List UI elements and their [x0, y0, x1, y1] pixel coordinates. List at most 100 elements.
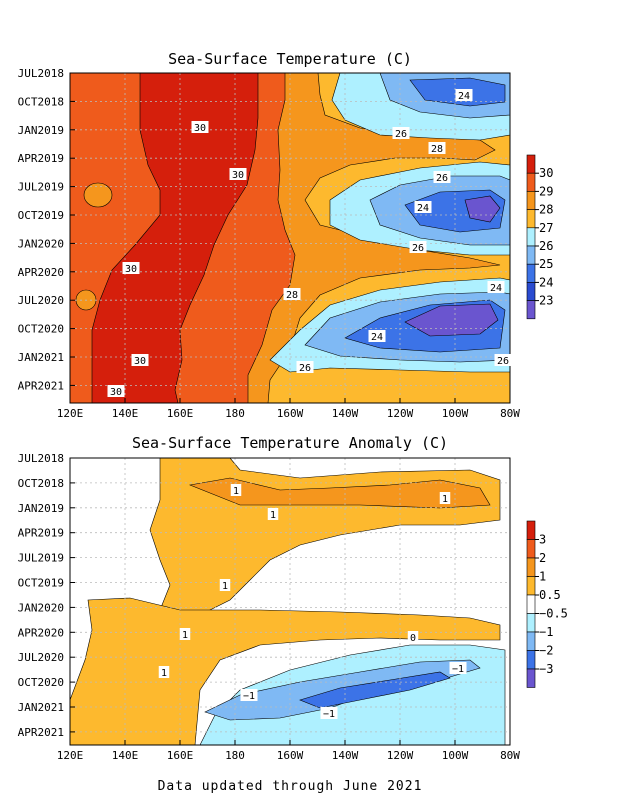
- anomaly-x-tick-label: 160W: [277, 749, 304, 762]
- sst-y-tick-label: JUL2019: [18, 181, 64, 194]
- anomaly-colorbar-swatch: [526, 650, 536, 670]
- sst-contour-label: 24: [371, 332, 383, 343]
- anomaly-contour-label-bg: [179, 628, 191, 640]
- sst-colorbar-label: 23: [539, 294, 553, 308]
- sst-region-warm-pool: [91, 73, 259, 403]
- anomaly-contour-labels: 1 1 1 1 1 0 1 −1 −1 −1: [158, 484, 467, 720]
- sst-y-tick-label: OCT2019: [18, 209, 64, 222]
- sst-y-tick-label: APR2021: [18, 379, 64, 392]
- sst-contour-label: 30: [110, 387, 122, 398]
- anomaly-y-tick-label: JAN2021: [18, 701, 64, 714]
- anomaly-contour-label-bg: [267, 508, 279, 520]
- anomaly-contour-label: 1: [161, 668, 167, 679]
- sst-y-tick-label: OCT2018: [18, 95, 64, 108]
- sst-contour-label: 26: [436, 173, 448, 184]
- sst-contour-label: 30: [125, 264, 137, 275]
- anomaly-colorbar-label: 0.5: [539, 588, 561, 602]
- anomaly-y-tick-label: JUL2019: [18, 552, 64, 565]
- sst-colorbar-swatch: [526, 282, 536, 301]
- sst-colorbar-swatch: [526, 300, 536, 320]
- anomaly-contour-label-bg: [240, 689, 258, 701]
- anomaly-contour-label: 1: [182, 630, 188, 641]
- anomaly-x-tick-label: 120E: [57, 749, 84, 762]
- anomaly-contour-label: −1: [243, 691, 255, 702]
- sst-contour-label: 28: [431, 144, 443, 155]
- anomaly-colorbar-label: −2: [539, 644, 553, 658]
- sst-colorbar-swatch: [526, 245, 536, 265]
- anomaly-field: [70, 458, 510, 745]
- anomaly-x-tick-label: 180: [225, 749, 245, 762]
- sst-contour-label-bg: [494, 354, 512, 366]
- sst-y-tick-label: JUL2020: [18, 294, 64, 307]
- sst-y-ticks: JUL2018 OCT2018 JAN2019 APR2019 JUL2019 OCT20…: [18, 67, 75, 392]
- sst-contour-label-bg: [428, 142, 446, 154]
- sst-title: Sea-Surface Temperature (C): [168, 50, 412, 68]
- anomaly-contour-label: 1: [222, 581, 228, 592]
- anomaly-title: Sea-Surface Temperature Anomaly (C): [132, 434, 448, 452]
- anomaly-x-ticks: 120E 140E 160E 180 160W 140W 120W 100W 80W: [57, 740, 520, 762]
- anomaly-colorbar-label: −0.5: [539, 607, 568, 621]
- sst-colorbar-label: 29: [539, 184, 553, 198]
- anomaly-x-tick-label: 120W: [387, 749, 414, 762]
- sst-x-tick-label: 160W: [277, 407, 304, 420]
- sst-contour-label-bg: [368, 330, 386, 342]
- footer-note: Data updated through June 2021: [158, 779, 423, 794]
- sst-x-tick-label: 140E: [112, 407, 139, 420]
- sst-colorbar-label: 26: [539, 239, 553, 253]
- sst-contour-label: 30: [194, 123, 206, 134]
- sst-y-tick-label: JAN2019: [18, 124, 64, 137]
- sst-contour-label-bg: [409, 241, 427, 253]
- anomaly-contour-label: 1: [442, 494, 448, 505]
- sst-contour-label: 28: [286, 290, 298, 301]
- anomaly-colorbar-swatch: [526, 668, 536, 688]
- sst-contour-label-bg: [296, 361, 314, 373]
- sst-contour-label-bg: [283, 288, 301, 300]
- anomaly-y-tick-label: JAN2020: [18, 601, 64, 614]
- anomaly-y-ticks: JUL2018 OCT2018 JAN2019 APR2019 JUL2019 OCT20…: [18, 452, 75, 739]
- sst-y-tick-label: JAN2021: [18, 351, 64, 364]
- anomaly-colorbar-label: −1: [539, 625, 553, 639]
- sst-colorbar-label: 27: [539, 221, 553, 235]
- sst-colorbar-label: 24: [539, 275, 553, 289]
- sst-contour-label-bg: [131, 354, 149, 366]
- sst-contour-label: 24: [458, 91, 470, 102]
- sst-colorbar-swatch: [526, 172, 536, 192]
- anomaly-y-tick-label: OCT2020: [18, 676, 64, 689]
- sst-contour-label: 26: [395, 129, 407, 140]
- anomaly-contour-label-bg: [407, 631, 419, 643]
- anomaly-contour-label: 0: [410, 633, 416, 644]
- sst-colorbar-swatch: [526, 209, 536, 229]
- anomaly-region-cold-min: [299, 671, 451, 709]
- sst-x-ticks: 120E 140E 160E 180 160W 140W 120W 100W 80W: [57, 398, 520, 420]
- anomaly-colorbar-swatch: [526, 520, 536, 540]
- anomaly-y-tick-label: OCT2019: [18, 577, 64, 590]
- anomaly-y-tick-label: APR2019: [18, 527, 64, 540]
- anomaly-contour-label-bg: [449, 662, 467, 674]
- anomaly-x-tick-label: 80W: [500, 749, 520, 762]
- anomaly-contour-label-bg: [230, 484, 242, 496]
- anomaly-contour-label: −1: [323, 709, 335, 720]
- sst-contour-label: 24: [417, 203, 429, 214]
- sst-contour-label: 26: [412, 243, 424, 254]
- anomaly-colorbar-swatch: [526, 576, 536, 596]
- anomaly-y-tick-label: APR2021: [18, 726, 64, 739]
- sst-contour-label-bg: [122, 262, 140, 274]
- anomaly-gridlines: [70, 458, 510, 745]
- sst-contour-label: 26: [497, 356, 509, 367]
- sst-colorbar-label: 30: [539, 166, 553, 180]
- anomaly-colorbar-label: 3: [539, 533, 546, 547]
- sst-x-tick-label: 80W: [500, 407, 520, 420]
- anomaly-colorbar-swatch: [526, 594, 536, 614]
- anomaly-contour-label-bg: [320, 707, 338, 719]
- anomaly-y-tick-label: OCT2018: [18, 477, 64, 490]
- sst-contour-label-bg: [433, 171, 451, 183]
- anomaly-colorbar: 3 2 1 0.5 −0.5 −1 −2 −3: [526, 520, 568, 688]
- sst-warm-spot: [83, 182, 113, 208]
- anomaly-x-tick-label: 100W: [442, 749, 469, 762]
- sst-contour-label-bg: [229, 168, 247, 180]
- anomaly-region-warm-2020: [70, 597, 501, 745]
- sst-colorbar: 30 29 28 27 26 25 24 23: [526, 154, 553, 320]
- anomaly-y-tick-label: JAN2019: [18, 502, 64, 515]
- sst-y-tick-label: JAN2020: [18, 237, 64, 250]
